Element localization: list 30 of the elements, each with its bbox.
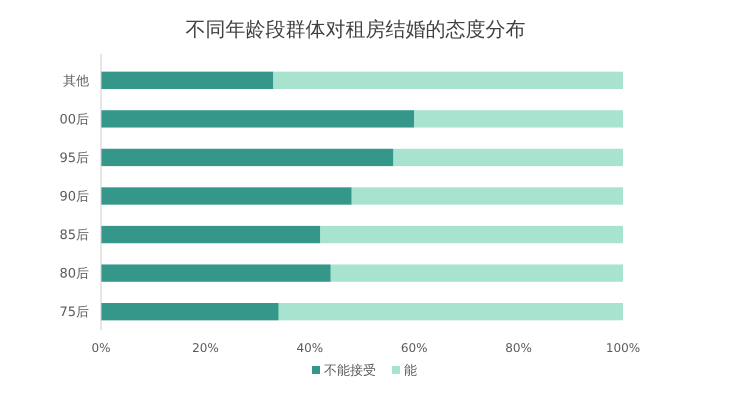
y-tick-label: 75后: [59, 305, 89, 320]
x-tick-label: 80%: [505, 341, 532, 356]
x-tick-label: 100%: [606, 341, 640, 356]
y-tick-label: 其他: [63, 74, 89, 89]
legend-label: 能: [404, 364, 417, 379]
y-tick-label: 90后: [59, 190, 89, 205]
y-tick-label: 80后: [59, 266, 89, 282]
bar: [414, 110, 623, 128]
bar: [101, 303, 278, 320]
legend-label: 不能接受: [324, 364, 376, 379]
bar: [352, 187, 623, 205]
bar: [278, 303, 623, 320]
bar: [320, 226, 623, 244]
bar: [330, 264, 623, 282]
bar: [101, 264, 331, 282]
chart-title: 不同年龄段群体对租房结婚的态度分布: [186, 17, 526, 41]
y-tick-label: 85后: [59, 228, 89, 244]
bar: [101, 148, 394, 166]
bar: [101, 110, 414, 128]
bar: [101, 72, 274, 89]
x-tick-label: 0%: [91, 341, 111, 356]
y-tick-label: 00后: [59, 112, 89, 128]
y-tick-label: 95后: [59, 150, 89, 166]
x-tick-label: 40%: [296, 341, 324, 356]
bar: [101, 187, 352, 205]
bar: [273, 72, 623, 89]
x-tick-label: 20%: [192, 341, 219, 356]
x-tick-label: 60%: [400, 341, 428, 356]
bar: [393, 148, 623, 166]
bar: [101, 226, 320, 244]
